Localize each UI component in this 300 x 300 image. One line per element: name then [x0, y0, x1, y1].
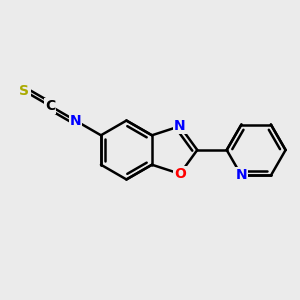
Text: N: N — [236, 169, 247, 182]
Text: O: O — [174, 167, 186, 181]
Text: S: S — [20, 84, 29, 98]
Text: N: N — [70, 114, 81, 128]
Text: N: N — [174, 119, 186, 133]
Text: C: C — [45, 99, 55, 113]
